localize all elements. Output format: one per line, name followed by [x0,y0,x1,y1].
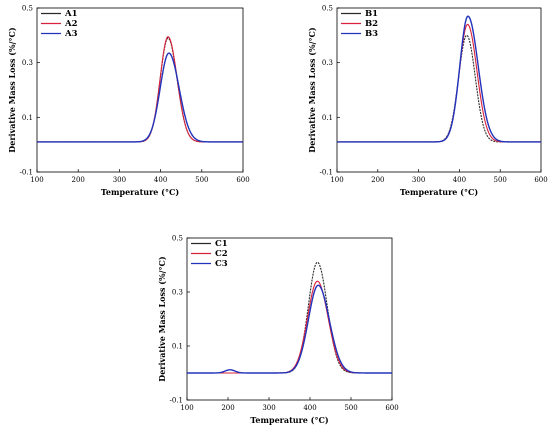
legend-label-c3: C3 [215,259,228,269]
series-line-c2 [187,280,392,374]
chart-panel-c: 100 200 300 400 500 600 -0.1 0.1 0.3 0.5 Temperatu… [157,235,399,426]
x-tick-label: 300 [412,176,425,184]
series-line-b3 [337,15,541,143]
x-tick-label: 200 [72,176,85,184]
x-tick-label: 100 [30,176,43,184]
x-tick-label: 500 [344,404,357,412]
y-tick-label: 0.5 [172,235,183,243]
x-tick-label: 400 [453,176,466,184]
chart-panel-a: 100 200 300 400 500 600 -0.1 0.1 0.3 0.5 Temperatu… [7,5,250,198]
y-tick-label: -0.1 [170,397,184,405]
series-line-b2 [337,23,541,143]
x-tick-label: 300 [113,176,126,184]
legend-label-b3: B3 [365,29,378,39]
x-tick-label: 500 [195,176,208,184]
series-line-a1 [37,37,243,143]
series-line-b1 [337,34,541,143]
series-line-c1 [187,261,392,374]
x-tick-label: 400 [154,176,167,184]
series-line-a2 [37,36,243,143]
y-tick-label: 0.5 [22,5,33,13]
x-tick-label: 200 [221,404,234,412]
x-tick-label: 400 [303,404,316,412]
x-tick-label: 300 [262,404,275,412]
legend-label-a3: A3 [64,29,78,39]
x-tick-label: 600 [534,176,547,184]
y-tick-label: 0.1 [172,343,183,351]
plot-frame [186,237,393,401]
y-axis-label: Derivative Mass Loss (%/°C) [157,256,167,382]
y-tick-label: 0.3 [172,289,183,297]
y-tick-label: 0.1 [22,114,33,122]
legend-label-c2: C2 [215,249,228,259]
y-tick-label: 0.3 [22,59,33,67]
x-tick-label: 600 [385,404,398,412]
chart-panel-b: 100 200 300 400 500 600 -0.1 0.1 0.3 0.5 Temperatu… [307,5,548,198]
x-axis-label: Temperature (°C) [250,415,328,425]
legend-label-a2: A2 [64,19,78,29]
series-line-a3 [37,52,243,143]
x-tick-label: 500 [494,176,507,184]
y-tick-label: 0.1 [322,114,333,122]
y-tick-label: -0.1 [20,169,34,177]
plot-frame [36,7,244,173]
x-tick-label: 100 [180,404,193,412]
legend-label-c1: C1 [215,239,228,249]
x-tick-label: 600 [236,176,249,184]
y-tick-label: -0.1 [320,169,334,177]
legend-label-a1: A1 [64,9,78,19]
y-tick-label: 0.3 [322,59,333,67]
y-axis-label: Derivative Mass Loss (%/°C) [7,27,17,153]
plot-frame [336,7,542,173]
legend-label-b1: B1 [365,9,378,19]
y-tick-label: 0.5 [322,5,333,13]
y-axis-label: Derivative Mass Loss (%/°C) [307,27,317,153]
x-tick-label: 100 [330,176,343,184]
legend-label-b2: B2 [365,19,378,29]
x-axis-label: Temperature (°C) [101,187,179,197]
x-tick-label: 200 [371,176,384,184]
series-line-c3 [187,284,392,374]
x-axis-label: Temperature (°C) [400,187,478,197]
